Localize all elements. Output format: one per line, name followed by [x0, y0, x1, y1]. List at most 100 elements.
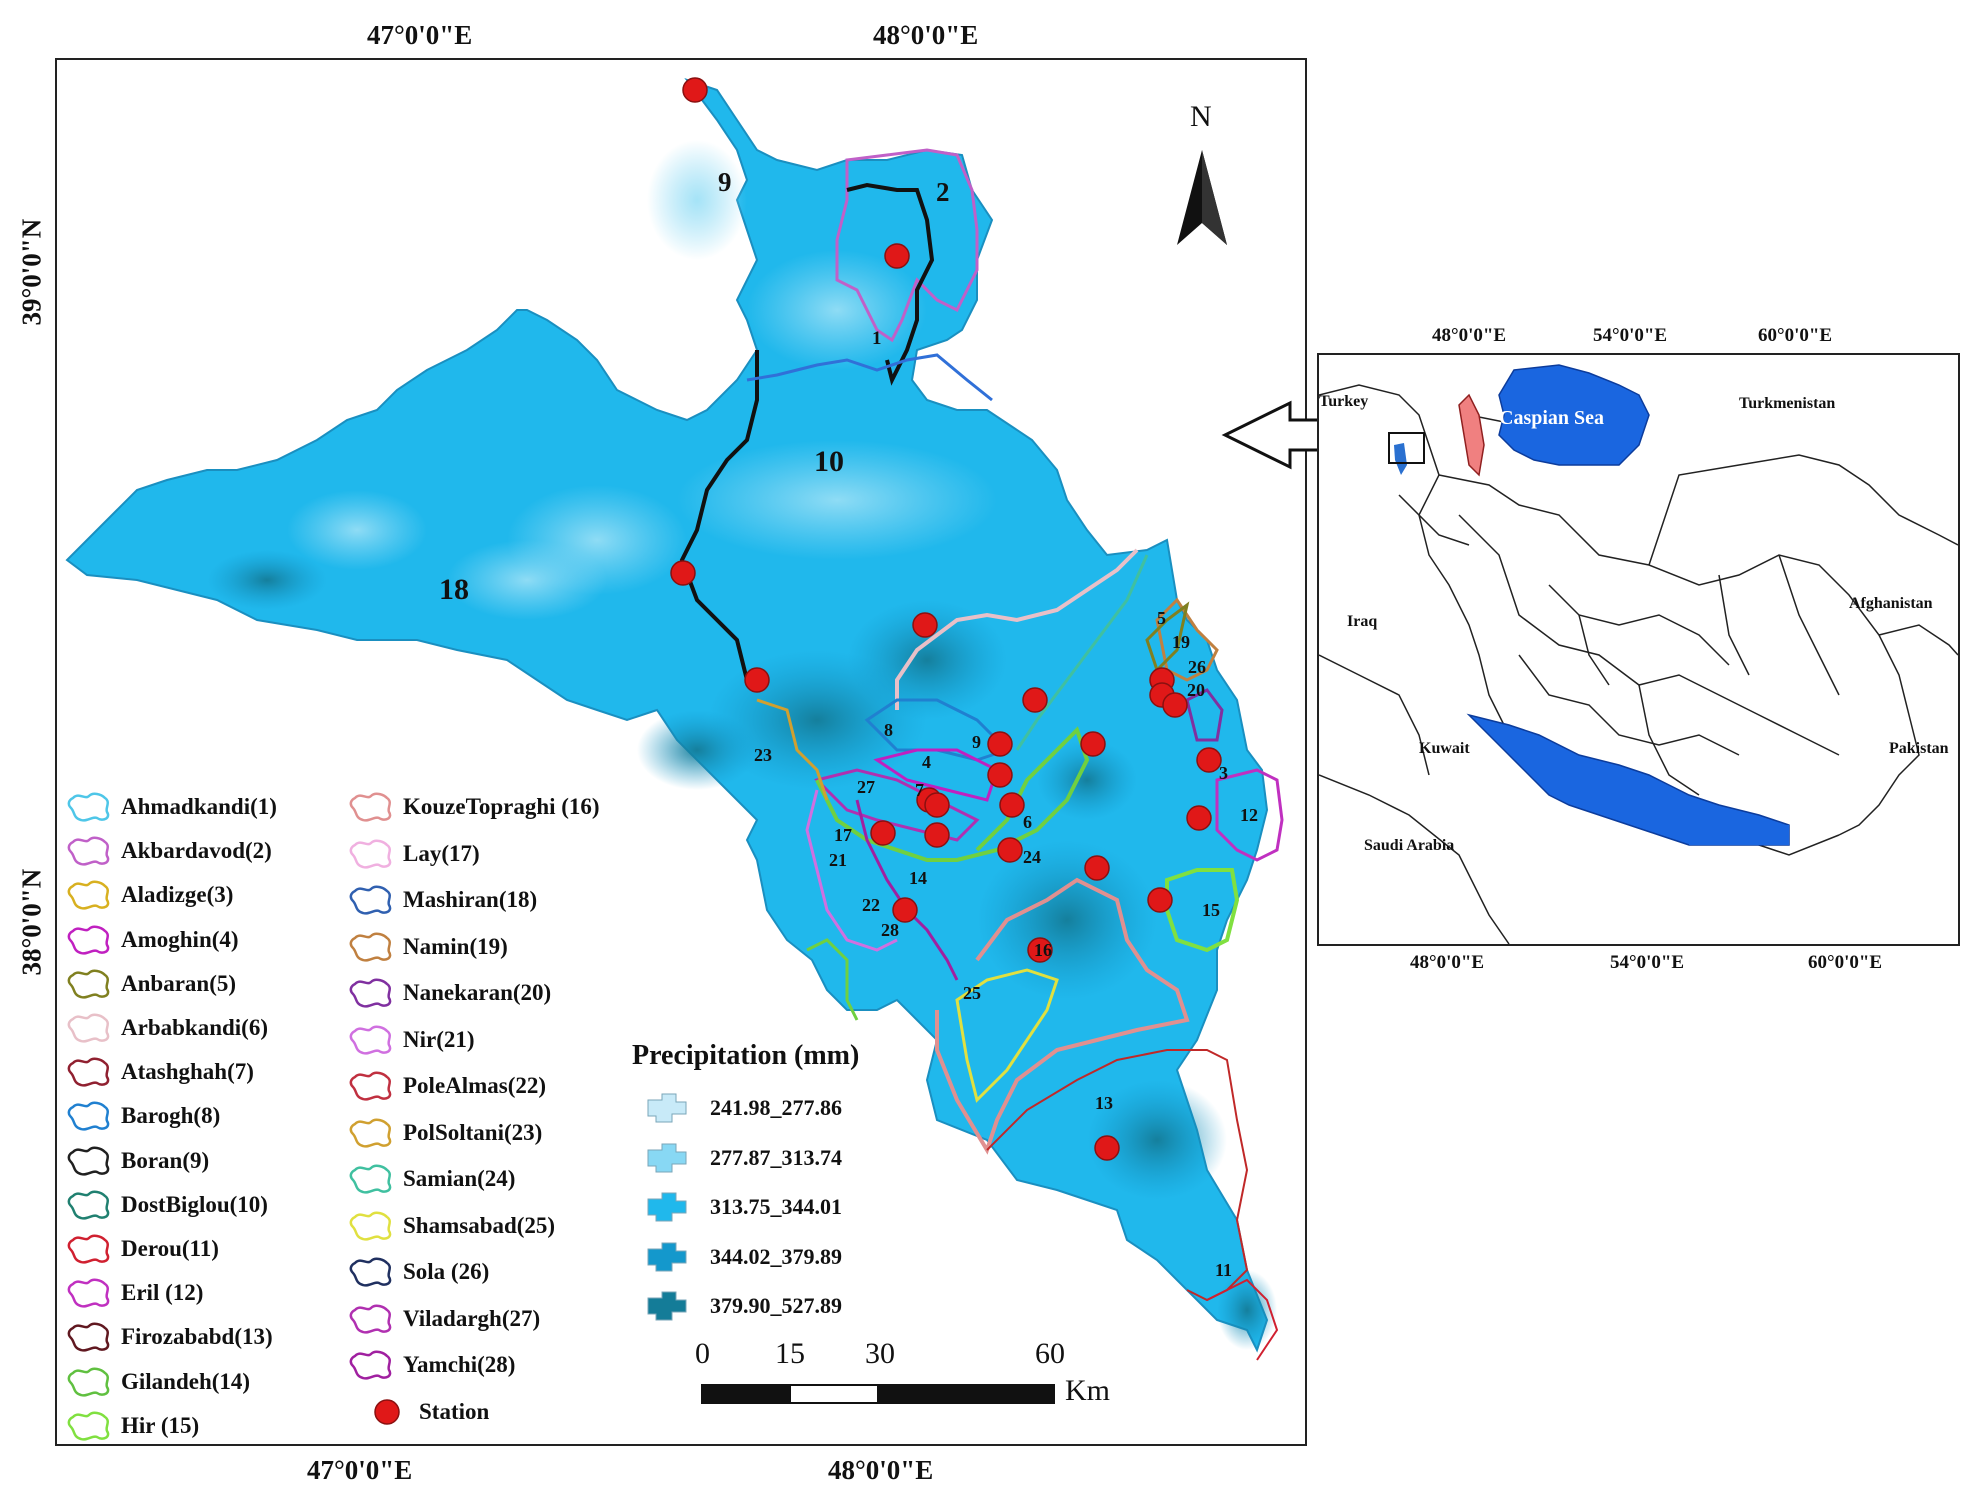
station-marker — [1186, 805, 1212, 831]
legend-label: Samian(24) — [403, 1166, 516, 1191]
boundary-kouzetopraghi — [935, 877, 1190, 1155]
legend-label: Shamsabad(25) — [403, 1212, 556, 1238]
basin-label-3: 3 — [1219, 763, 1228, 783]
basin-outline-icon — [67, 1278, 110, 1308]
basin-label-9: 9 — [718, 167, 732, 197]
boundary-nanekaran — [1185, 688, 1224, 742]
basin-outline-icon — [67, 1101, 110, 1132]
bottom-longitude-label-48: 48°0'0"E — [828, 1455, 934, 1485]
station-marker — [744, 667, 770, 693]
legend-item: Lay(17) — [347, 837, 480, 871]
precipitation-swatch — [647, 1143, 687, 1172]
legend-label: Boran(9) — [121, 1147, 210, 1173]
legend-label: KouzeTopraghi (16) — [403, 794, 600, 819]
legend-item: Shamsabad(25) — [347, 1209, 555, 1243]
boundary-anbaran — [1145, 601, 1190, 673]
basin-outline-icon — [349, 1211, 392, 1241]
boundary-arbabkandi — [895, 548, 1139, 710]
basin-outline-icon — [349, 1071, 392, 1101]
station-marker — [1080, 731, 1106, 757]
oman-sea — [1689, 825, 1789, 845]
inset-label-iraq: Iraq — [1347, 613, 1378, 630]
basin-label-13: 13 — [1095, 1093, 1113, 1113]
basin-label-2: 2 — [936, 177, 950, 207]
basin-outline-icon — [67, 880, 110, 911]
legend-label: Viladargh(27) — [403, 1305, 541, 1331]
basin-label-7: 7 — [915, 780, 924, 800]
boundary-gilandeh-south — [806, 938, 859, 1021]
basin-label-14: 14 — [909, 868, 927, 888]
station-marker — [1027, 937, 1053, 963]
station-marker — [892, 897, 918, 923]
precipitation-class: 277.87_313.74 — [642, 1140, 842, 1176]
station-marker — [924, 822, 950, 848]
basin-outline-icon — [349, 792, 392, 822]
inset-bottom-longitude: 54°0'0"E — [1610, 952, 1685, 973]
inset-label-turkmenistan: Turkmenistan — [1739, 395, 1836, 412]
reference-box — [1388, 432, 1425, 464]
basin-outline-icon — [349, 1350, 392, 1380]
basin-outline-icon — [67, 969, 110, 999]
precipitation-class: 241.98_277.86 — [642, 1090, 842, 1126]
boundary-firozabad — [986, 1049, 1249, 1302]
scale-unit: Km — [1065, 1374, 1110, 1407]
legend-item: Viladargh(27) — [347, 1302, 540, 1336]
legend-label: Gilandeh(14) — [121, 1368, 251, 1394]
basin-label-27: 27 — [857, 777, 875, 797]
basin-label-18: 18 — [439, 573, 469, 606]
station-marker — [987, 731, 1013, 757]
precipitation-label: 241.98_277.86 — [710, 1095, 842, 1120]
inset-bottom-longitude: 48°0'0"E — [1410, 952, 1485, 973]
legend-label: Ahmadkandi(1) — [121, 794, 277, 819]
iran-inset-map: Turkey Caspian Sea Turkmenistan Iraq Afg… — [1317, 353, 1960, 946]
scale-tick-label: 60 — [1035, 1337, 1065, 1370]
legend-item: Aladizge(3) — [65, 878, 233, 912]
boundary-shamsabad — [955, 968, 1059, 1103]
basin-outline-icon — [67, 1367, 110, 1397]
inset-label-afghanistan: Afghanistan — [1849, 595, 1933, 612]
legend-label: Sola (26) — [403, 1259, 490, 1284]
legend-label: Aladizge(3) — [121, 882, 234, 908]
precipitation-class: 379.90_527.89 — [642, 1288, 842, 1324]
legend-label: Hir (15) — [121, 1412, 200, 1438]
station-icon — [374, 1399, 400, 1425]
station-marker — [670, 560, 696, 586]
legend-label: Station — [419, 1399, 490, 1424]
legend-item: Mashiran(18) — [347, 883, 537, 917]
precipitation-swatch — [647, 1291, 687, 1321]
legend-item: Arbabkandi(6) — [65, 1011, 268, 1045]
basin-label-11: 11 — [1215, 1260, 1233, 1280]
boundary-dostbiglou — [746, 353, 993, 402]
legend-item: Hir (15) — [65, 1409, 199, 1443]
station-marker — [1022, 687, 1048, 713]
iran-inset-svg — [1319, 364, 1958, 944]
legend-item: Anbaran(5) — [65, 967, 236, 1001]
legend-item: KouzeTopraghi (16) — [347, 790, 600, 824]
basin-outline-icon — [349, 978, 392, 1008]
legend-item: Boran(9) — [65, 1144, 209, 1178]
scale-bar — [701, 1384, 1055, 1404]
legend-label: PolSoltani(23) — [403, 1119, 543, 1145]
scale-tick-label: 30 — [865, 1337, 895, 1370]
boundary-hir — [1165, 868, 1240, 953]
basin-outline-icon — [349, 839, 392, 869]
legend-label: Eril (12) — [121, 1280, 204, 1306]
legend-item: Samian(24) — [347, 1162, 515, 1196]
boundary-samian — [1015, 554, 1149, 751]
legend-item: Ahmadkandi(1) — [65, 790, 277, 824]
inset-label-saudi: Saudi Arabia — [1364, 837, 1455, 854]
basin-outline-icon — [349, 932, 392, 962]
caspian-sea — [1498, 364, 1650, 466]
station-marker — [1196, 747, 1222, 773]
inset-top-longitude: 60°0'0"E — [1758, 325, 1833, 346]
basin-label-20: 20 — [1187, 680, 1205, 700]
basin-label-21: 21 — [829, 850, 847, 870]
legend-label: Arbabkandi(6) — [121, 1015, 268, 1040]
station-marker — [1162, 692, 1188, 718]
bottom-longitude-label-47: 47°0'0"E — [307, 1455, 413, 1485]
basin-label-23: 23 — [754, 745, 772, 765]
legend-label: Atashghah(7) — [121, 1059, 254, 1085]
study-area-highlight — [1458, 393, 1485, 477]
basin-outline-icon — [67, 1057, 110, 1087]
legend-item: PolSoltani(23) — [347, 1116, 542, 1150]
